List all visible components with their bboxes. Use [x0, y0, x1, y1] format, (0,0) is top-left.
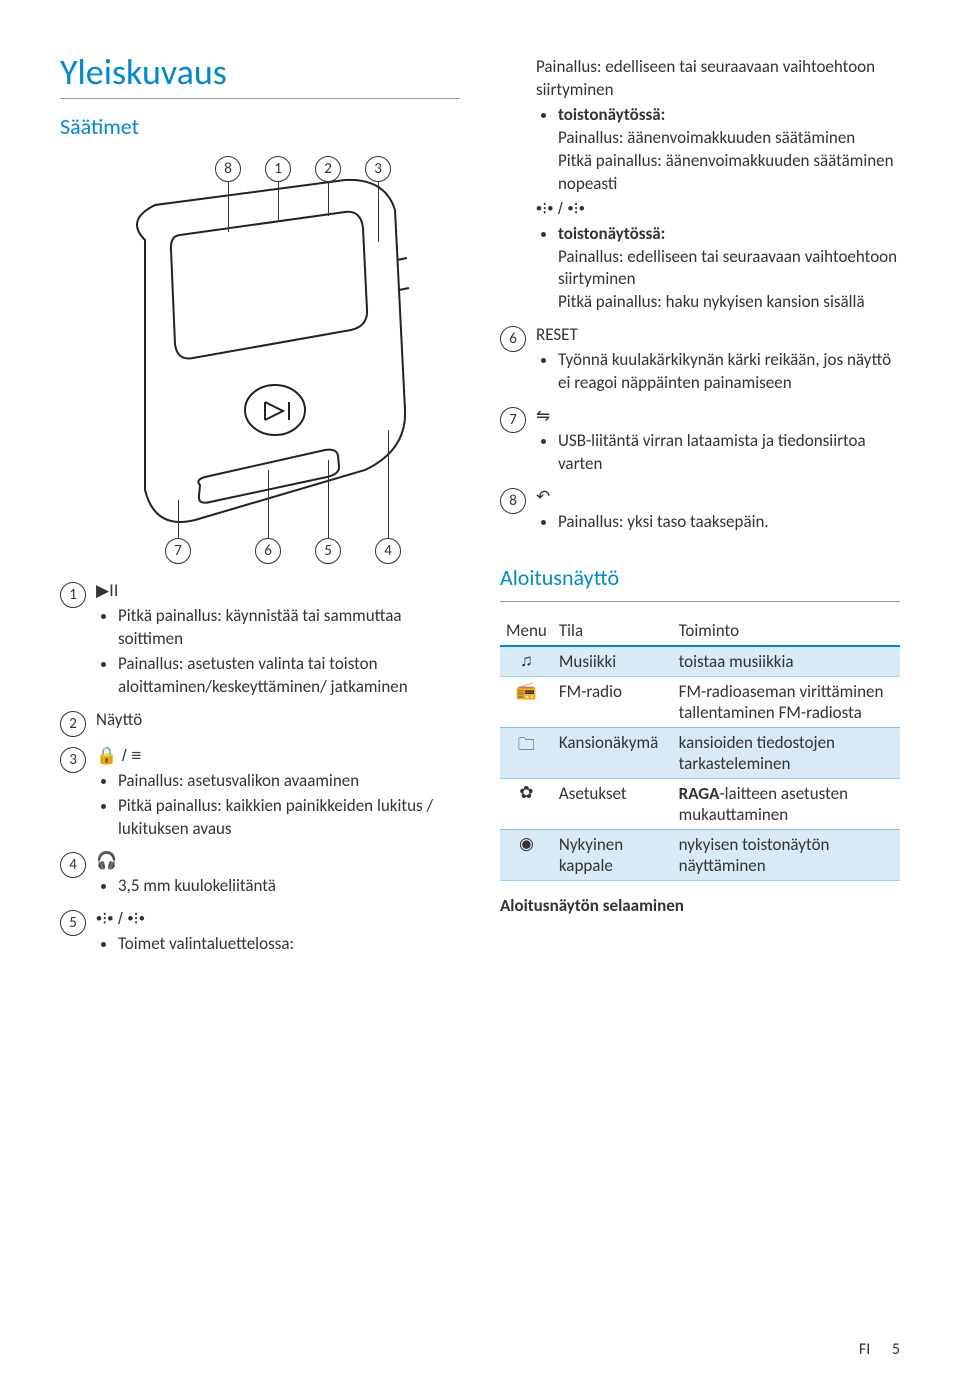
cell-toiminto: toistaa musiikkia	[673, 646, 900, 677]
item-text: Pitkä painallus: haku nykyisen kansion s…	[558, 291, 865, 312]
home-browse-title: Aloitusnäytön selaaminen	[500, 895, 900, 916]
leader	[268, 470, 269, 538]
item-text: Painallus: yksi taso taaksepäin.	[558, 511, 900, 534]
callout-6: 6	[255, 538, 281, 564]
item-head: Näyttö	[96, 709, 460, 732]
page-title: Yleiskuvaus	[60, 50, 460, 94]
callout-5: 5	[315, 538, 341, 564]
table-row: ✿ Asetukset RAGA-laitteen asetusten muka…	[500, 778, 900, 829]
callout-7: 7	[165, 538, 191, 564]
item-text: 3,5 mm kuulokeliitäntä	[118, 875, 460, 898]
play-pause-icon: ▶II	[96, 580, 460, 603]
leader	[178, 500, 179, 538]
item-text: Pitkä painallus: äänenvoimakkuuden säätä…	[558, 150, 894, 194]
control-item-1: 1 ▶II Pitkä painallus: käynnistää tai sa…	[60, 580, 460, 701]
device-svg	[65, 150, 455, 570]
leader	[278, 182, 279, 222]
item-num: 2	[60, 711, 86, 737]
callout-3: 3	[365, 156, 391, 182]
item-text: Toimet valintaluettelossa:	[118, 933, 460, 956]
divider	[500, 601, 900, 602]
context-label: toistonäytössä:	[558, 104, 665, 125]
footer-page: 5	[892, 1340, 900, 1359]
music-icon: ♫	[500, 646, 553, 677]
item-num: 1	[60, 582, 86, 608]
cell-tila: Nykyinen kappale	[553, 829, 673, 880]
divider	[60, 98, 460, 99]
control-item-7: 7 ⇋ USB-liitäntä virran lataamista ja ti…	[500, 405, 900, 478]
item-text: Painallus: äänenvoimakkuuden säätäminen	[558, 127, 855, 148]
item-num: 4	[60, 852, 86, 878]
section-subtitle: Säätimet	[60, 113, 460, 140]
nav-dots-icon: •⁝• / •⁝•	[536, 198, 900, 221]
context-label: toistonäytössä:	[558, 223, 665, 244]
leader	[328, 460, 329, 538]
item-text: Työnnä kuulakärkikynän kärki reikään, jo…	[558, 349, 900, 395]
device-diagram: 8 1 2 3 7 6 5 4	[65, 150, 455, 570]
cell-toiminto: kansioiden tiedostojen tarkasteleminen	[673, 727, 900, 778]
footer-lang: FI	[859, 1340, 870, 1359]
item-num: 6	[500, 326, 526, 352]
nav-dots-icon: •⁝• / •⁝•	[96, 908, 460, 931]
item-text: USB-liitäntä virran lataamista ja tiedon…	[558, 430, 900, 476]
item-num: 3	[60, 747, 86, 773]
leader	[328, 182, 329, 216]
table-row: 🗀 Kansionäkymä kansioiden tiedostojen ta…	[500, 727, 900, 778]
control-item-6: 6 RESET Työnnä kuulakärkikynän kärki rei…	[500, 324, 900, 397]
headphone-icon: 🎧	[96, 850, 460, 873]
table-row: 📻 FM-radio FM-radioaseman virittäminen t…	[500, 676, 900, 727]
th-menu: Menu	[500, 616, 553, 646]
item-num: 5	[60, 910, 86, 936]
leader	[378, 182, 379, 242]
page-footer: FI 5	[859, 1340, 900, 1359]
th-tila: Tila	[553, 616, 673, 646]
table-row: ♫ Musiikki toistaa musiikkia	[500, 646, 900, 677]
cell-tila: FM-radio	[553, 676, 673, 727]
control-item-5-cont: Painallus: edelliseen tai seuraavaan vai…	[500, 56, 900, 316]
table-row: ◉ Nykyinen kappale nykyisen toistonäytön…	[500, 829, 900, 880]
home-screen-title: Aloitusnäyttö	[500, 564, 900, 591]
control-item-5: 5 •⁝• / •⁝• Toimet valintaluettelossa:	[60, 908, 460, 958]
leader	[228, 182, 229, 232]
settings-icon: ✿	[500, 778, 553, 829]
menu-table: Menu Tila Toiminto ♫ Musiikki toistaa mu…	[500, 616, 900, 881]
callout-8: 8	[215, 156, 241, 182]
control-item-4: 4 🎧 3,5 mm kuulokeliitäntä	[60, 850, 460, 900]
folder-icon: 🗀	[500, 727, 553, 778]
item-text: Pitkä painallus: käynnistää tai sammutta…	[118, 605, 460, 651]
cell-tila: Asetukset	[553, 778, 673, 829]
product-name: RAGA	[679, 783, 720, 804]
control-item-2: 2 Näyttö	[60, 709, 460, 737]
cell-toiminto: RAGA-laitteen asetusten mukauttaminen	[673, 778, 900, 829]
item-text: Painallus: asetusten valinta tai toiston…	[118, 653, 460, 699]
lock-menu-icon: 🔒 / ≡	[96, 745, 460, 768]
item-head: RESET	[536, 324, 900, 347]
usb-icon: ⇋	[536, 405, 900, 428]
item-num: 7	[500, 407, 526, 433]
callout-1: 1	[265, 156, 291, 182]
cell-toiminto: nykyisen toistonäytön näyttäminen	[673, 829, 900, 880]
cell-toiminto: FM-radioaseman virittäminen tallentamine…	[673, 676, 900, 727]
callout-4: 4	[375, 538, 401, 564]
control-item-3: 3 🔒 / ≡ Painallus: asetusvalikon avaamin…	[60, 745, 460, 843]
control-item-8: 8 ↶ Painallus: yksi taso taaksepäin.	[500, 486, 900, 536]
radio-icon: 📻	[500, 676, 553, 727]
item-num: 8	[500, 488, 526, 514]
item-text: Painallus: edelliseen tai seuraavaan vai…	[536, 56, 900, 102]
nowplaying-icon: ◉	[500, 829, 553, 880]
th-toiminto: Toiminto	[673, 616, 900, 646]
item-text: Painallus: edelliseen tai seuraavaan vai…	[558, 246, 897, 290]
callout-2: 2	[315, 156, 341, 182]
cell-tila: Musiikki	[553, 646, 673, 677]
back-icon: ↶	[536, 486, 900, 509]
leader	[388, 430, 389, 538]
item-text: Pitkä painallus: kaikkien painikkeiden l…	[118, 795, 460, 841]
item-text: Painallus: asetusvalikon avaaminen	[118, 770, 460, 793]
cell-tila: Kansionäkymä	[553, 727, 673, 778]
